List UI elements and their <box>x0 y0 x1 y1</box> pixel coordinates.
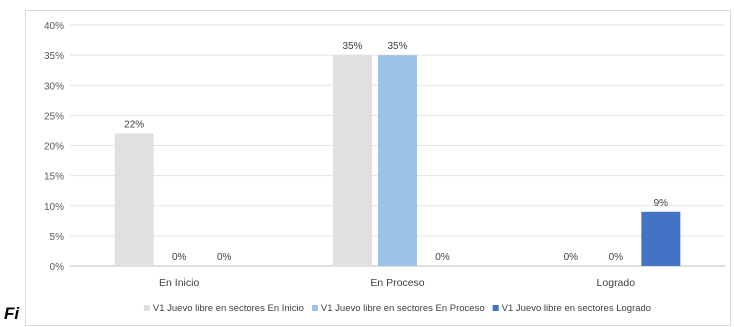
y-tick-label: 35% <box>44 51 64 62</box>
legend: V1 Juevo libre en sectores En Inicio V1 J… <box>143 303 651 314</box>
category-label: En Inicio <box>159 277 199 289</box>
y-tick-label: 15% <box>44 172 64 183</box>
y-axis-tick-labels: 0% 5% 10% 15% 20% 25% 30% 35% 40% <box>44 21 64 273</box>
legend-label: V1 Juevo libre en sectores En Proceso <box>321 303 485 314</box>
bar-1-2 <box>333 55 372 266</box>
data-label: 35% <box>387 41 407 52</box>
legend-swatch <box>492 305 499 311</box>
bar-3-3 <box>641 211 681 266</box>
bars <box>114 55 681 266</box>
data-label: 0% <box>217 252 232 263</box>
legend-swatch <box>311 305 318 311</box>
bar-2-2 <box>378 55 417 266</box>
legend-swatch <box>143 305 150 311</box>
y-tick-label: 25% <box>44 111 64 122</box>
legend-label: V1 Juevo libre en sectores Logrado <box>502 303 651 314</box>
data-label: 0% <box>564 252 579 263</box>
category-label: Logrado <box>597 277 636 289</box>
data-label: 22% <box>124 119 144 130</box>
data-label: 0% <box>609 252 624 263</box>
y-tick-label: 10% <box>44 202 64 213</box>
bar-1-1 <box>114 133 154 266</box>
data-labels: 22% 0% 0% 35% 35% 0% 0% 0% 9% <box>124 41 668 263</box>
y-tick-label: 20% <box>44 142 64 153</box>
category-label: En Proceso <box>370 277 424 289</box>
y-tick-label: 0% <box>50 262 65 273</box>
data-label: 0% <box>435 252 450 263</box>
y-tick-label: 30% <box>44 81 64 92</box>
y-tick-label: 5% <box>50 232 65 243</box>
figure-caption-fragment: Fi <box>4 304 20 323</box>
y-tick-label: 40% <box>44 21 64 32</box>
data-label: 35% <box>342 41 362 52</box>
data-label: 9% <box>654 198 669 209</box>
data-label: 0% <box>172 252 187 263</box>
legend-label: V1 Juevo libre en sectores En Inicio <box>153 303 304 314</box>
x-axis-category-labels: En Inicio En Proceso Logrado <box>159 277 635 289</box>
